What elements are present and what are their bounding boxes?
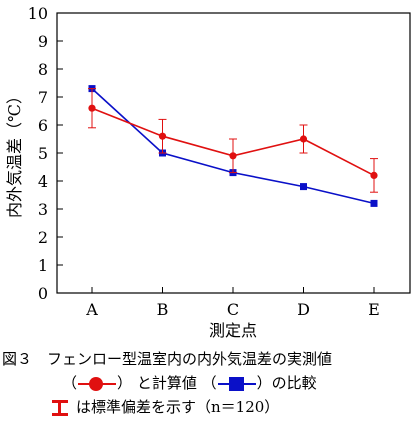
x-axis-label: 測定点 bbox=[209, 321, 257, 340]
caption-comparison: の比較 bbox=[271, 374, 317, 392]
x-tick-label: D bbox=[297, 300, 310, 319]
paren-close: ） bbox=[117, 374, 133, 392]
y-axis-label: 内外気温差（℃） bbox=[5, 88, 24, 218]
x-tick-label: C bbox=[227, 300, 239, 319]
figure-caption-line2: （） と計算値 （）の比較 bbox=[62, 372, 317, 394]
data-point-measured bbox=[299, 135, 308, 143]
caption-and-calc: と計算値 bbox=[136, 374, 197, 392]
data-point-measured bbox=[88, 104, 96, 112]
caption-error-note: は標準偏差を示す（n＝120） bbox=[76, 398, 280, 416]
square-marker-icon bbox=[228, 377, 244, 391]
y-tick-label: 10 bbox=[28, 4, 48, 23]
series-layer bbox=[88, 85, 378, 207]
error-bar-icon bbox=[52, 400, 68, 416]
y-tick-label: 6 bbox=[38, 116, 48, 135]
x-tick-label: E bbox=[368, 300, 380, 319]
data-point-measured bbox=[158, 132, 167, 140]
figure-caption-line1: 図３ フェンロー型温室内の内外気温差の実測値 bbox=[2, 350, 333, 368]
legend-calculated-symbol bbox=[217, 377, 256, 391]
data-point-measured bbox=[229, 152, 237, 160]
data-point-calculated bbox=[300, 183, 307, 191]
y-tick-label: 9 bbox=[38, 32, 48, 51]
paren-close: ） bbox=[256, 374, 272, 392]
figure-caption-line3: は標準偏差を示す（n＝120） bbox=[52, 396, 280, 418]
paren-open: （ bbox=[201, 374, 217, 392]
x-tick-label: A bbox=[85, 300, 98, 319]
series-measured bbox=[88, 88, 378, 193]
data-point-measured bbox=[370, 171, 378, 179]
y-tick-label: 0 bbox=[38, 284, 48, 303]
y-tick-label: 3 bbox=[38, 200, 48, 219]
y-tick-label: 5 bbox=[38, 144, 48, 163]
y-tick-label: 7 bbox=[38, 88, 48, 107]
y-ticks: 0 1 2 3 4 5 6 7 8 9 10 bbox=[28, 4, 63, 303]
legend-measured-symbol bbox=[78, 377, 117, 391]
x-ticks: A B C D E bbox=[85, 287, 380, 319]
chart: 0 1 2 3 4 5 6 7 8 9 10 A B C D E 内外気温差（℃） 測定点 bbox=[5, 4, 411, 340]
data-point-calculated bbox=[370, 199, 378, 207]
paren-open: （ bbox=[62, 374, 78, 392]
y-tick-label: 1 bbox=[38, 256, 48, 275]
y-tick-label: 8 bbox=[38, 60, 48, 79]
y-tick-label: 2 bbox=[38, 228, 48, 247]
circle-marker-icon bbox=[89, 377, 104, 391]
y-tick-label: 4 bbox=[38, 172, 48, 191]
x-tick-label: B bbox=[157, 300, 169, 319]
